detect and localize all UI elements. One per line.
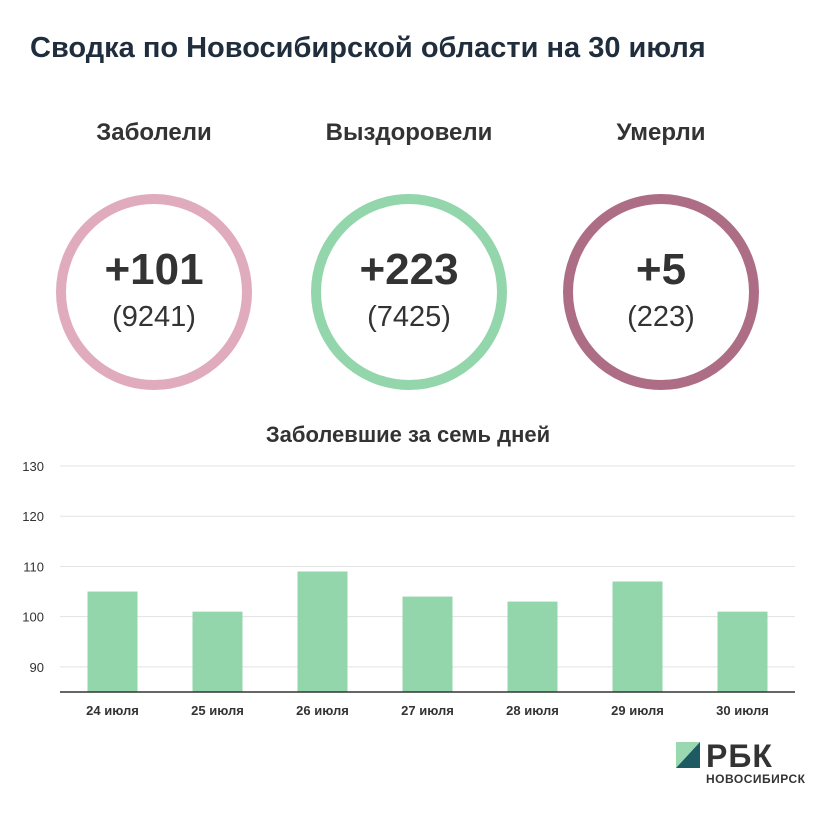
stat-ring: +5 (223) [563, 194, 759, 390]
stat-label: Умерли [616, 119, 706, 146]
stat-deaths: Умерли +5 (223) [541, 118, 781, 390]
y-tick-label: 100 [22, 610, 44, 625]
x-tick-label: 26 июля [296, 703, 349, 718]
stat-daily-value: +5 [635, 245, 687, 294]
bar [612, 581, 663, 692]
stat-ring: +101 (9241) [56, 194, 252, 390]
stat-daily-value: +101 [104, 245, 204, 294]
rbc-logo: РБК НОВОСИБИРСК [676, 738, 806, 792]
x-tick-label: 30 июля [716, 703, 769, 718]
stat-total-value: (7425) [367, 301, 451, 333]
bar [87, 591, 138, 692]
stat-infected: Заболели +101 (9241) [34, 118, 274, 390]
rbc-logo-mark-icon [676, 742, 700, 768]
bar [507, 601, 558, 692]
logo-name: РБК [706, 738, 773, 774]
bar [717, 611, 768, 692]
x-tick-label: 29 июля [611, 703, 664, 718]
stat-ring: +223 (7425) [311, 194, 507, 390]
stat-label: Заболели [96, 119, 212, 146]
chart-title: Заболевшие за семь дней [265, 422, 551, 447]
bar-chart: 90 100 110 120 130 24 июля 25 июля 26 июля 27 ию… [22, 459, 795, 718]
y-tick-label: 120 [22, 509, 44, 524]
logo-subtitle: НОВОСИБИРСК [706, 772, 806, 786]
y-tick-label: 90 [30, 660, 44, 675]
stat-recovered: Выздоровели +223 (7425) [289, 118, 529, 390]
stat-daily-value: +223 [359, 245, 459, 294]
x-tick-label: 25 июля [191, 703, 244, 718]
stat-label: Выздоровели [325, 119, 493, 146]
bar [297, 571, 348, 692]
stat-total-value: (223) [627, 301, 695, 333]
x-tick-label: 27 июля [401, 703, 454, 718]
y-tick-label: 130 [22, 459, 44, 474]
x-tick-label: 24 июля [86, 703, 139, 718]
page-title: Сводка по Новосибирской области на 30 ию… [30, 32, 706, 64]
y-tick-label: 110 [23, 559, 44, 574]
stat-total-value: (9241) [112, 301, 196, 333]
bar [402, 596, 453, 692]
bar [192, 611, 243, 692]
x-tick-label: 28 июля [506, 703, 559, 718]
